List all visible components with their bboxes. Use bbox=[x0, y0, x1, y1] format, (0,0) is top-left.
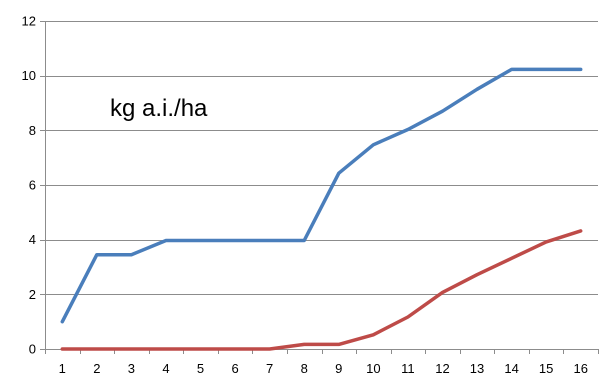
x-tick-label-16: 16 bbox=[573, 361, 587, 376]
x-tick-label-9: 9 bbox=[335, 361, 342, 376]
y-tick-label-0: 0 bbox=[29, 342, 36, 357]
y-tick-label-2: 2 bbox=[29, 287, 36, 302]
x-tick-label-13: 13 bbox=[470, 361, 484, 376]
series-line-2 bbox=[60, 229, 583, 351]
x-tick-label-12: 12 bbox=[435, 361, 449, 376]
x-tick-label-7: 7 bbox=[266, 361, 273, 376]
x-tick-label-10: 10 bbox=[366, 361, 380, 376]
x-tick-label-8: 8 bbox=[301, 361, 308, 376]
x-tick-label-11: 11 bbox=[401, 361, 415, 376]
gridlines bbox=[45, 21, 598, 295]
y-tick-label-12: 12 bbox=[22, 14, 36, 29]
series-lines bbox=[60, 67, 583, 351]
x-tick-label-6: 6 bbox=[231, 361, 238, 376]
x-tick-labels: 1 2 3 4 5 6 7 8 9 10 11 12 13 14 15 16 bbox=[59, 361, 588, 376]
x-tick-label-2: 2 bbox=[93, 361, 100, 376]
x-tick-label-4: 4 bbox=[162, 361, 169, 376]
y-tick-label-10: 10 bbox=[22, 68, 36, 83]
y-tick-label-4: 4 bbox=[29, 232, 36, 247]
series-line-1 bbox=[60, 67, 583, 324]
unit-annotation: kg a.i./ha bbox=[110, 95, 208, 122]
x-tick-label-5: 5 bbox=[197, 361, 204, 376]
y-tick-labels: 0 2 4 6 8 10 12 bbox=[22, 14, 36, 357]
x-tick-label-15: 15 bbox=[539, 361, 553, 376]
y-tick-label-8: 8 bbox=[29, 123, 36, 138]
y-tick-label-6: 6 bbox=[29, 178, 36, 193]
x-tick-label-14: 14 bbox=[504, 361, 518, 376]
x-tick-label-1: 1 bbox=[59, 361, 66, 376]
x-tick-label-3: 3 bbox=[128, 361, 135, 376]
